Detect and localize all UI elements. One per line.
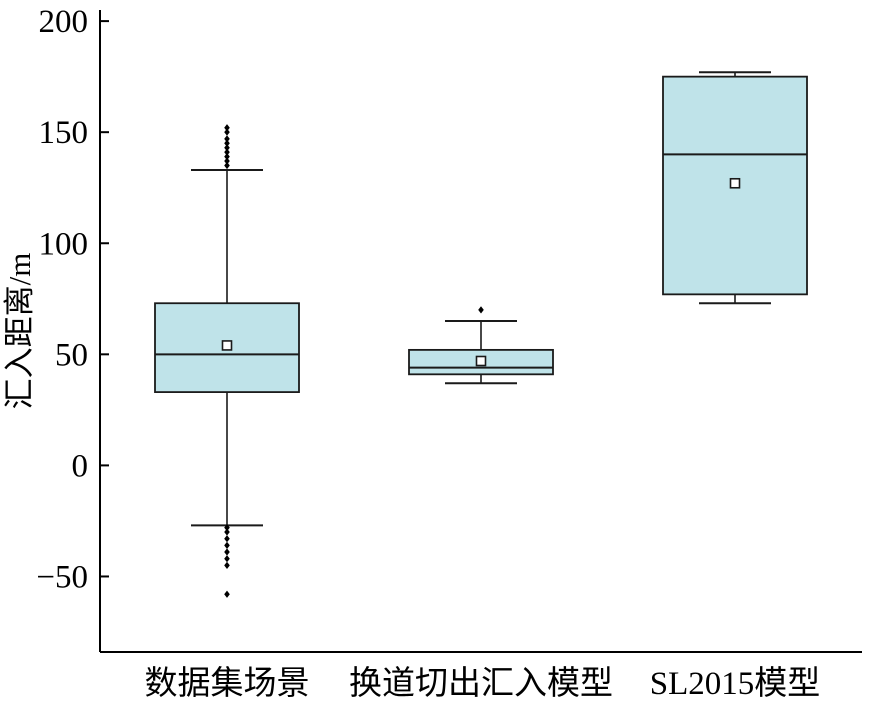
outlier-point bbox=[224, 528, 230, 536]
outlier-point bbox=[224, 153, 230, 161]
mean-marker bbox=[221, 340, 233, 351]
outlier-point bbox=[478, 306, 484, 314]
y-tick-label: 50 bbox=[55, 337, 88, 373]
mean-marker bbox=[729, 177, 741, 189]
outlier-point bbox=[224, 590, 230, 598]
outlier-point bbox=[224, 535, 230, 543]
outlier-point bbox=[224, 541, 230, 549]
y-tick-label: 100 bbox=[39, 226, 89, 262]
outlier-point bbox=[224, 561, 230, 569]
y-tick-label: 0 bbox=[72, 448, 89, 484]
outlier-point bbox=[224, 148, 230, 156]
y-tick-label: 200 bbox=[39, 4, 89, 40]
outlier-point bbox=[224, 124, 230, 132]
outlier-point bbox=[224, 555, 230, 563]
outlier-point bbox=[224, 144, 230, 152]
outlier-point bbox=[224, 523, 230, 532]
y-tick-label: 150 bbox=[39, 115, 89, 151]
category-label: 数据集场景 bbox=[145, 665, 310, 702]
mean-marker bbox=[475, 355, 487, 367]
outlier-point bbox=[224, 135, 230, 143]
outlier-point bbox=[224, 139, 230, 147]
outlier-point bbox=[224, 157, 230, 165]
outlier-point bbox=[224, 548, 230, 556]
outlier-point bbox=[224, 128, 230, 136]
category-label: SL2015模型 bbox=[650, 665, 821, 702]
outlier-point bbox=[224, 161, 230, 170]
category-label: 换道切出汇入模型 bbox=[349, 665, 613, 702]
y-axis-title: 汇入距离/m bbox=[2, 253, 37, 410]
y-tick-label: −50 bbox=[36, 559, 88, 595]
